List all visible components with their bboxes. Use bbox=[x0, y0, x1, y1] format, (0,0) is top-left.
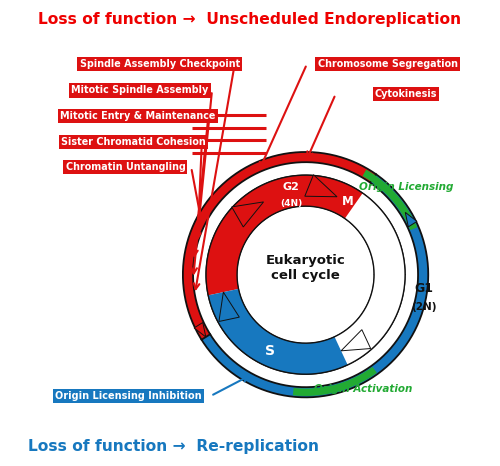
Text: Cytokinesis: Cytokinesis bbox=[375, 89, 438, 99]
Text: (2N): (2N) bbox=[411, 302, 436, 312]
Text: M: M bbox=[342, 195, 353, 208]
Polygon shape bbox=[305, 175, 337, 197]
Polygon shape bbox=[208, 289, 348, 374]
Polygon shape bbox=[341, 329, 370, 351]
Text: Sister Chromatid Cohesion: Sister Chromatid Cohesion bbox=[61, 137, 206, 147]
Polygon shape bbox=[206, 175, 362, 295]
Text: Eukaryotic
cell cycle: Eukaryotic cell cycle bbox=[266, 254, 345, 282]
Text: Origin Activation: Origin Activation bbox=[314, 384, 412, 394]
Text: Loss of function →  Re-replication: Loss of function → Re-replication bbox=[28, 439, 319, 454]
Text: Loss of function →  Unscheduled Endoreplication: Loss of function → Unscheduled Endorepli… bbox=[38, 12, 462, 27]
Text: Mitotic Spindle Assembly: Mitotic Spindle Assembly bbox=[71, 85, 208, 96]
Polygon shape bbox=[406, 212, 417, 227]
Polygon shape bbox=[293, 367, 377, 396]
Text: Chromosome Segregation: Chromosome Segregation bbox=[318, 59, 458, 69]
Polygon shape bbox=[194, 322, 206, 337]
Text: Mitotic Entry & Maintenance: Mitotic Entry & Maintenance bbox=[60, 111, 216, 121]
Text: S: S bbox=[265, 344, 275, 358]
Polygon shape bbox=[232, 202, 264, 227]
Polygon shape bbox=[202, 174, 428, 397]
Polygon shape bbox=[334, 337, 347, 365]
Text: G1: G1 bbox=[414, 282, 434, 295]
Text: Spindle Assembly Checkpoint: Spindle Assembly Checkpoint bbox=[80, 59, 240, 69]
Polygon shape bbox=[219, 292, 240, 322]
Circle shape bbox=[194, 163, 417, 386]
Polygon shape bbox=[362, 170, 417, 230]
Text: Origin Licensing Inhibition: Origin Licensing Inhibition bbox=[56, 391, 202, 401]
Polygon shape bbox=[206, 175, 405, 374]
Text: Origin Licensing: Origin Licensing bbox=[360, 182, 454, 192]
Text: Chromatin Untangling: Chromatin Untangling bbox=[66, 162, 186, 172]
Circle shape bbox=[238, 207, 372, 342]
Polygon shape bbox=[334, 193, 405, 365]
Polygon shape bbox=[183, 152, 376, 340]
Text: G2: G2 bbox=[282, 182, 300, 192]
Text: (4N): (4N) bbox=[280, 199, 302, 208]
